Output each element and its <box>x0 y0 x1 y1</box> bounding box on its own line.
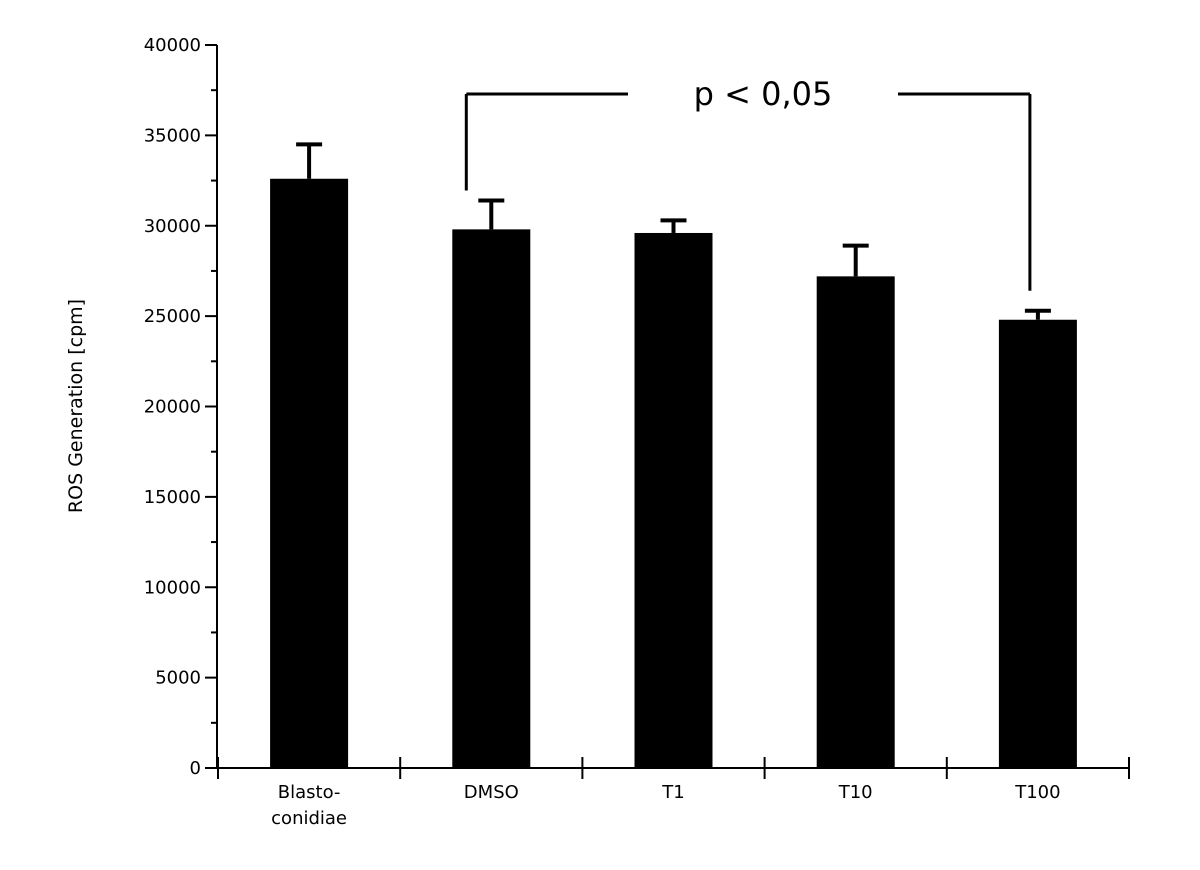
y-tick-label: 25000 <box>144 306 201 327</box>
x-axis-ticks: Blasto-conidiae DMSO T1 T10 T100 <box>217 757 1130 829</box>
bar <box>270 178 349 768</box>
y-tick-label: 30000 <box>144 216 201 237</box>
bar <box>634 232 713 769</box>
error-bars <box>296 142 1051 320</box>
bar <box>998 319 1077 768</box>
bars <box>270 178 1077 769</box>
y-axis-ticks: 0 5000 10000 15000 20000 25000 30000 35000 40000 <box>144 35 217 779</box>
x-tick-label: T100 <box>1014 782 1060 803</box>
x-tick-label: DMSO <box>464 782 519 803</box>
bar <box>452 229 531 769</box>
significance-bracket: p < 0,05 <box>464 75 1032 291</box>
y-tick-label: 20000 <box>144 397 201 418</box>
bar <box>816 276 895 768</box>
y-tick-label: 15000 <box>144 487 201 508</box>
y-axis-label: ROS Generation [cpm] <box>65 299 87 513</box>
x-tick-label: Blasto-conidiae <box>271 782 347 829</box>
y-tick-label: 0 <box>190 758 201 779</box>
y-tick-label: 35000 <box>144 125 201 146</box>
significance-annotation: p < 0,05 <box>694 75 833 113</box>
x-tick-label: T10 <box>838 782 873 803</box>
y-tick-label: 10000 <box>144 577 201 598</box>
y-tick-label: 40000 <box>144 35 201 56</box>
y-tick-label: 5000 <box>155 668 201 689</box>
x-tick-label: T1 <box>661 782 684 803</box>
